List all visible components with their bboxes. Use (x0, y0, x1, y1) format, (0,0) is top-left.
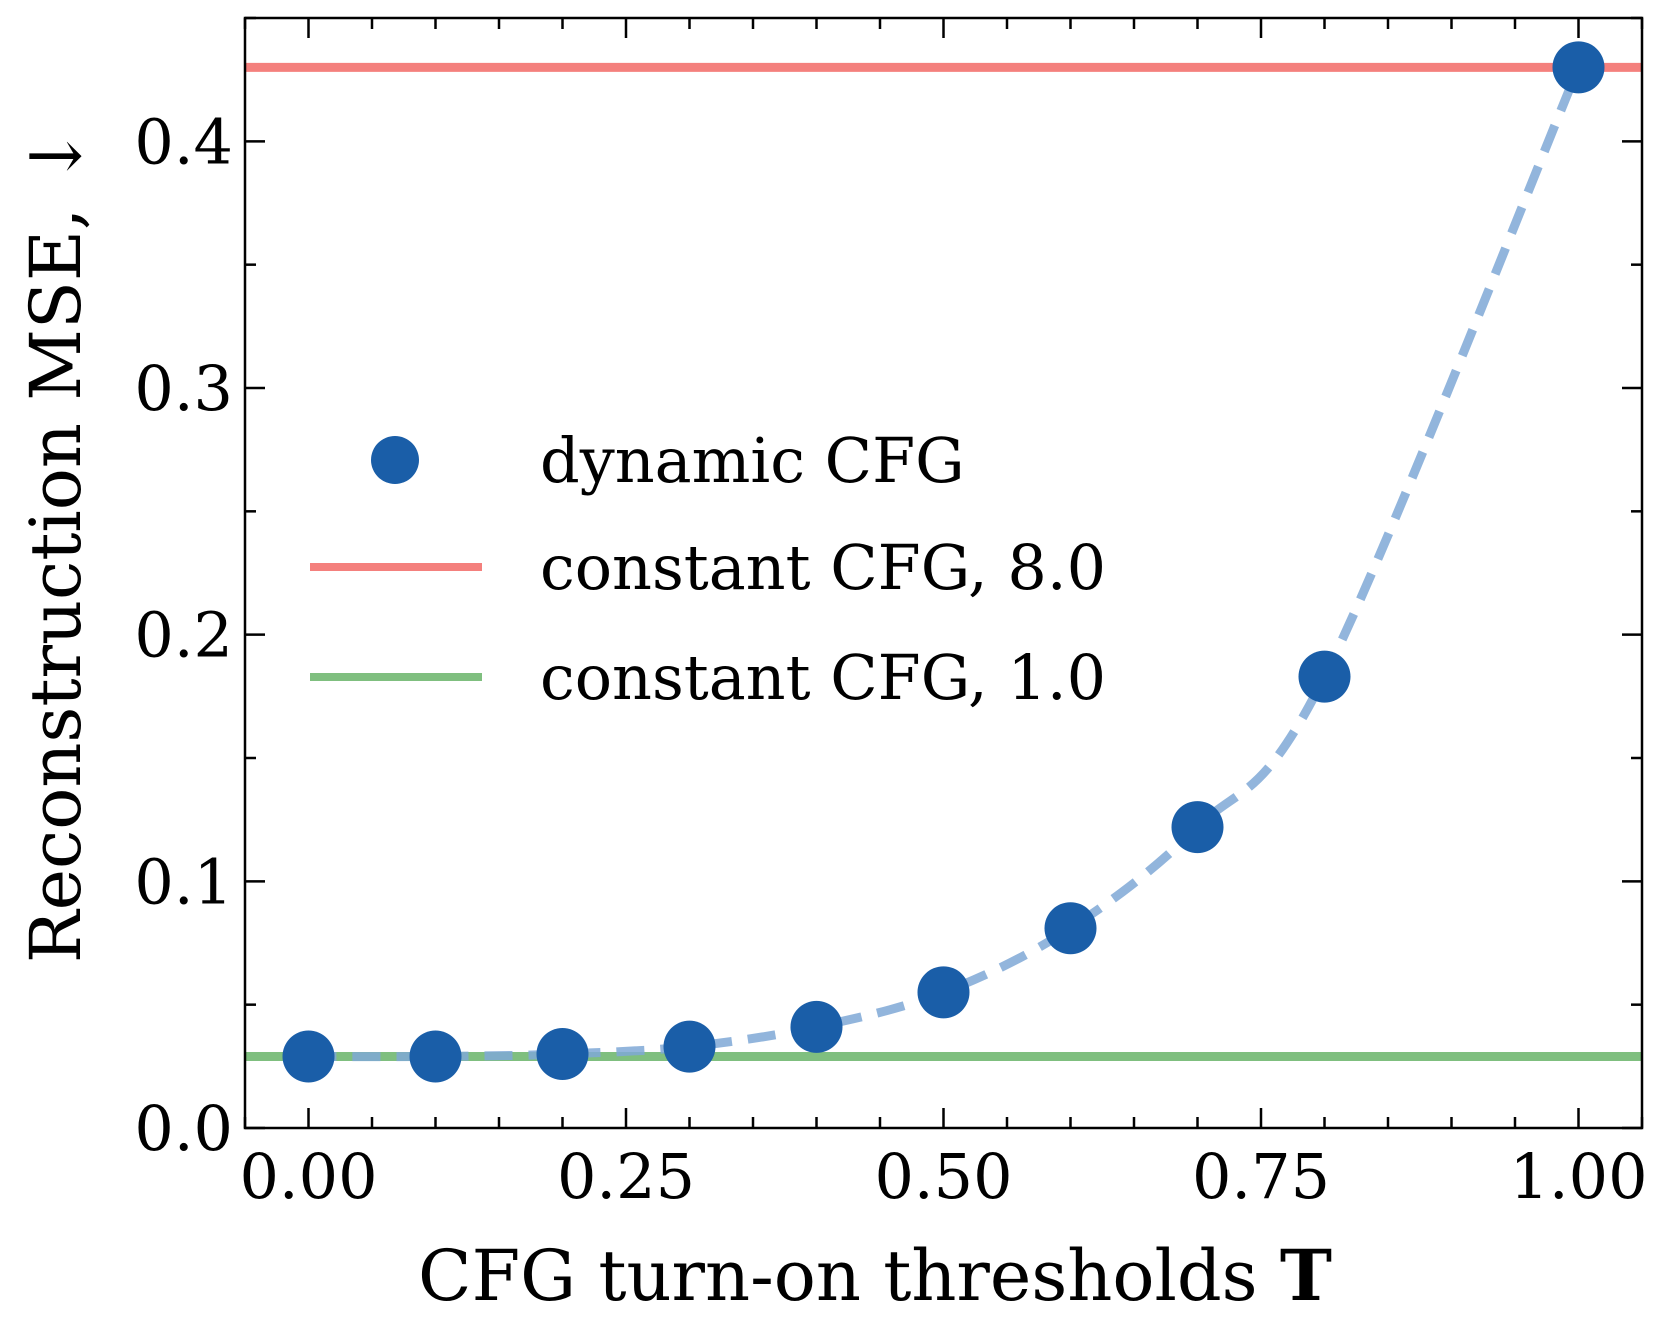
data-point-2 (536, 1028, 589, 1080)
y-tick-label-3: 0.3 (134, 352, 233, 425)
x-tick-label-2: 0.50 (874, 1140, 1012, 1213)
x-tick-labels: 0.00 0.25 0.50 0.75 1.00 (239, 1140, 1647, 1213)
dynamic-cfg-dashed-line (308, 65, 1583, 1062)
x-axis-label-text: CFG turn-on thresholds (418, 1235, 1258, 1317)
x-tick-label-4: 1.00 (1509, 1140, 1647, 1213)
reference-lines (245, 62, 1642, 1061)
data-point-9 (1552, 41, 1605, 94)
y-tick-label-1: 0.1 (134, 845, 233, 918)
legend-label-constant-8: constant CFG, 8.0 (540, 531, 1106, 604)
legend-marker-dynamic-cfg (371, 436, 419, 484)
x-tick-label-0: 0.00 (239, 1140, 377, 1213)
y-axis-label: Reconstruction MSE, ↓ (15, 127, 97, 963)
data-point-6 (1044, 902, 1097, 955)
legend: dynamic CFG constant CFG, 8.0 constant C… (310, 424, 1106, 714)
data-point-4 (790, 1000, 843, 1053)
data-point-7 (1171, 801, 1224, 854)
data-point-8 (1298, 650, 1351, 703)
y-tick-label-2: 0.2 (134, 599, 233, 672)
legend-label-constant-1: constant CFG, 1.0 (540, 641, 1106, 714)
x-tick-label-3: 0.75 (1192, 1140, 1330, 1213)
data-point-3 (663, 1020, 716, 1073)
data-point-0 (282, 1030, 335, 1083)
x-tick-label-1: 0.25 (557, 1140, 695, 1213)
y-tick-label-4: 0.4 (134, 105, 233, 178)
data-point-1 (409, 1030, 462, 1083)
y-tick-label-0: 0.0 (134, 1092, 233, 1165)
dynamic-cfg-points (282, 41, 1605, 1083)
x-axis-label: CFG turn-on thresholds T (418, 1234, 1332, 1317)
plot-frame (243, 16, 1644, 1130)
legend-label-dynamic-cfg: dynamic CFG (540, 424, 965, 497)
y-tick-labels: 0.0 0.1 0.2 0.3 0.4 (134, 105, 233, 1165)
x-axis-label-symbol: T (1280, 1234, 1332, 1317)
data-point-5 (917, 966, 970, 1019)
